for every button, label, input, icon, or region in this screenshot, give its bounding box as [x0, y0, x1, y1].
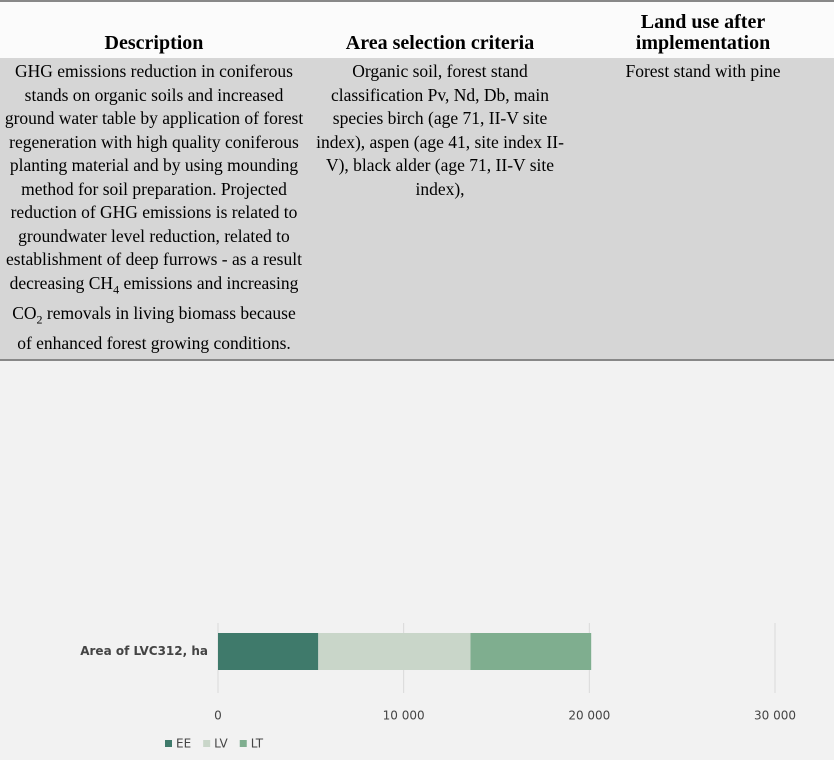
body-row: GHG emissions reduction in coniferous st…: [0, 58, 834, 360]
legend-label: LV: [214, 737, 228, 751]
x-tick-label: 20 000: [568, 709, 610, 723]
text: emissions and increasing CO: [12, 272, 299, 323]
legend-label: EE: [176, 737, 191, 751]
legend-swatch: [239, 740, 247, 747]
bar-segment: [218, 633, 319, 670]
bar-segment: [470, 633, 592, 670]
y-tick-label: Area of LVC312, ha: [80, 644, 208, 658]
text: removals in living biomass because of en…: [17, 302, 296, 353]
header-cell: Area selection criteria: [308, 1, 572, 58]
header-cell: Land use after implementation: [572, 1, 834, 58]
subscript: 4: [113, 282, 120, 296]
cell: Organic soil, forest stand classificatio…: [308, 58, 572, 360]
subscript: 2: [36, 312, 43, 326]
header-cell: Description: [0, 1, 308, 58]
legend-label: LT: [251, 737, 264, 751]
cell: GHG emissions reduction in coniferous st…: [0, 58, 308, 360]
legend-swatch: [203, 740, 211, 747]
header-row: Description Area selection criteria Land…: [0, 1, 834, 58]
x-tick-label: 30 000: [754, 709, 796, 723]
table: Description Area selection criteria Land…: [0, 0, 834, 361]
bar-segment: [318, 633, 471, 670]
cell: Forest stand with pine: [572, 58, 834, 360]
x-tick-label: 10 000: [383, 709, 425, 723]
legend-swatch: [165, 740, 172, 747]
x-tick-label: 0: [214, 709, 222, 723]
text: GHG emissions reduction in coniferous st…: [4, 61, 304, 293]
chart: 0 10 000 20 000 30 000 Area of LVC312, ha EE L…: [80, 623, 796, 751]
